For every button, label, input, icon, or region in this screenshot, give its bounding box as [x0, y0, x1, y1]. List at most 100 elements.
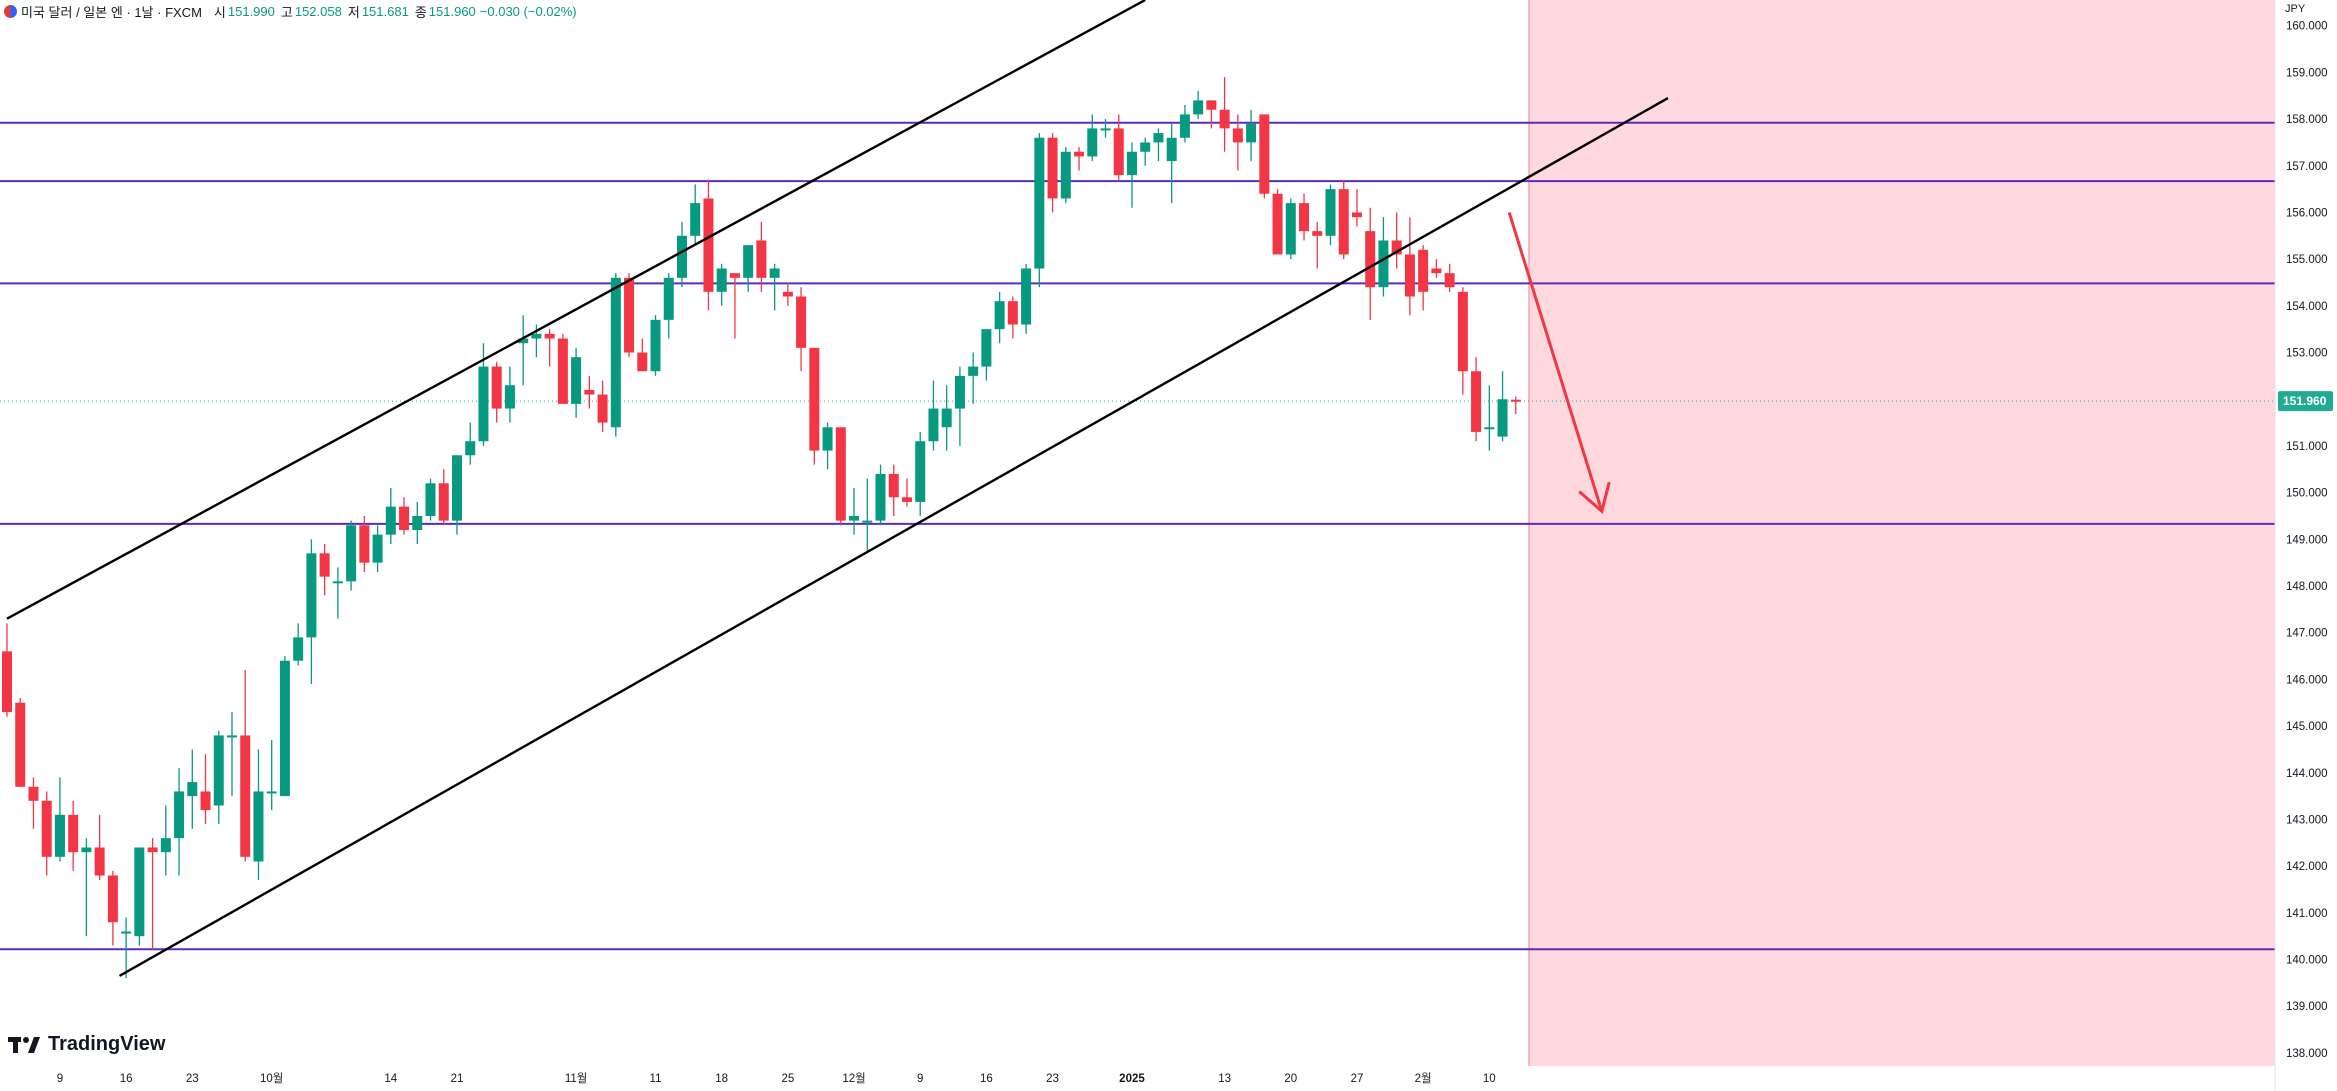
candle-body — [637, 352, 648, 372]
candle-body — [518, 338, 529, 344]
candle-body — [147, 847, 158, 853]
candle-up — [279, 656, 290, 797]
candle-down — [2, 623, 12, 717]
time-axis[interactable]: 9 16 23 10월 14 21 11월 11 18 25 12월 9 16 23 2025 13 20 27 2… — [57, 1072, 1496, 1085]
candle-down — [1444, 263, 1455, 292]
candle-up — [504, 366, 515, 423]
candle-body — [663, 277, 674, 320]
candle-body — [1219, 109, 1230, 129]
time-tick-label: 23 — [186, 1073, 199, 1085]
candle-body — [1444, 273, 1455, 288]
symbol-header: 미국 달러 / 일본 엔 · 1날 · FXCM 시 151.990 고 152.0… — [0, 0, 2270, 22]
time-tick-label: 11월 — [565, 1072, 588, 1085]
candle-up — [226, 712, 237, 797]
candle-up — [716, 263, 727, 306]
candle-body — [849, 515, 860, 521]
candle-body — [213, 735, 224, 806]
candle-down — [438, 469, 449, 526]
candle-body — [716, 268, 727, 292]
price-tick-label: 142.000 — [2286, 861, 2328, 873]
candle-down — [756, 221, 767, 292]
candle-body — [796, 296, 807, 348]
candle-body — [81, 847, 92, 853]
trend-channel[interactable] — [6, 0, 1669, 977]
currency-flag-icon — [4, 4, 17, 18]
candle-body — [451, 455, 462, 521]
candle-down — [1418, 245, 1429, 311]
candle-body — [835, 427, 846, 521]
candle-down — [41, 791, 52, 876]
candle-down — [597, 380, 608, 432]
future-zone-rect — [1529, 0, 2275, 1066]
candle-up — [1140, 137, 1151, 166]
candle-down — [557, 333, 568, 404]
candle-up — [412, 501, 423, 544]
price-tick-label: 157.000 — [2286, 161, 2328, 173]
candle-body — [15, 702, 26, 787]
candle-up — [690, 184, 701, 246]
currency-label[interactable]: JPY — [2285, 3, 2306, 15]
candle-body — [240, 735, 251, 857]
trend-line[interactable] — [6, 0, 1146, 620]
candle-body — [1351, 212, 1362, 218]
price-tick-label: 159.000 — [2286, 67, 2328, 79]
time-tick-label: 10 — [1483, 1073, 1496, 1085]
candle-up — [571, 347, 582, 418]
time-tick-label: 18 — [715, 1073, 728, 1085]
candle-body — [1034, 137, 1045, 269]
candle-body — [1272, 193, 1283, 255]
close-label: 종 — [414, 4, 427, 20]
price-tick-label: 153.000 — [2286, 348, 2328, 360]
candle-body — [41, 800, 52, 857]
symbol-title[interactable]: 미국 달러 / 일본 엔 · 1날 · FXCM — [21, 4, 202, 20]
candle-down — [1272, 189, 1283, 255]
candle-body — [650, 319, 661, 372]
time-tick-label: 13 — [1218, 1073, 1231, 1085]
forecast-arrow[interactable] — [1507, 212, 1611, 515]
candle-body — [346, 525, 357, 582]
candle-up — [121, 917, 132, 979]
candle-body — [293, 637, 304, 661]
time-tick-label: 21 — [451, 1073, 464, 1085]
candle-up — [1285, 198, 1296, 260]
candle-body — [2, 651, 12, 713]
candle-up — [1484, 385, 1495, 451]
candle-up — [306, 539, 317, 685]
candle-body — [1007, 301, 1018, 325]
price-tick-label: 138.000 — [2286, 1048, 2328, 1060]
candle-body — [306, 553, 317, 638]
candle-up — [968, 352, 979, 404]
candle-body — [544, 333, 555, 339]
candle-up — [822, 422, 833, 470]
candle-down — [729, 273, 740, 339]
tradingview-logo[interactable]: TradingView — [8, 1033, 165, 1056]
candle-up — [610, 273, 621, 437]
horizontal-levels[interactable] — [0, 121, 2275, 951]
trend-line[interactable] — [118, 97, 1669, 977]
candle-up — [1100, 119, 1111, 138]
candle-body — [438, 483, 449, 521]
candle-body — [1418, 249, 1429, 292]
tradingview-logo-icon — [8, 1036, 40, 1053]
candle-up — [676, 221, 687, 288]
candle-down — [584, 375, 595, 409]
candle-up — [465, 422, 476, 465]
candle-body — [94, 847, 105, 876]
candle-up — [1126, 142, 1137, 208]
candle-body — [359, 525, 370, 563]
candle-up — [160, 805, 171, 876]
candle-body — [107, 875, 118, 923]
candle-down — [1404, 217, 1415, 316]
candle-down — [1259, 114, 1270, 199]
candle-up — [1179, 105, 1190, 143]
forecast-arrow-head[interactable] — [1578, 481, 1611, 515]
candle-down — [1299, 193, 1310, 241]
forecast-arrow-shaft[interactable] — [1507, 212, 1604, 512]
candle-down — [491, 361, 502, 423]
candle-body — [1206, 100, 1217, 110]
candle-body — [1285, 203, 1296, 255]
price-axis[interactable]: 138.000 139.000 140.000 141.000 142.000 143.0… — [2274, 0, 2337, 1091]
high-value: 152.058 — [294, 3, 342, 19]
candle-body — [1484, 427, 1495, 430]
